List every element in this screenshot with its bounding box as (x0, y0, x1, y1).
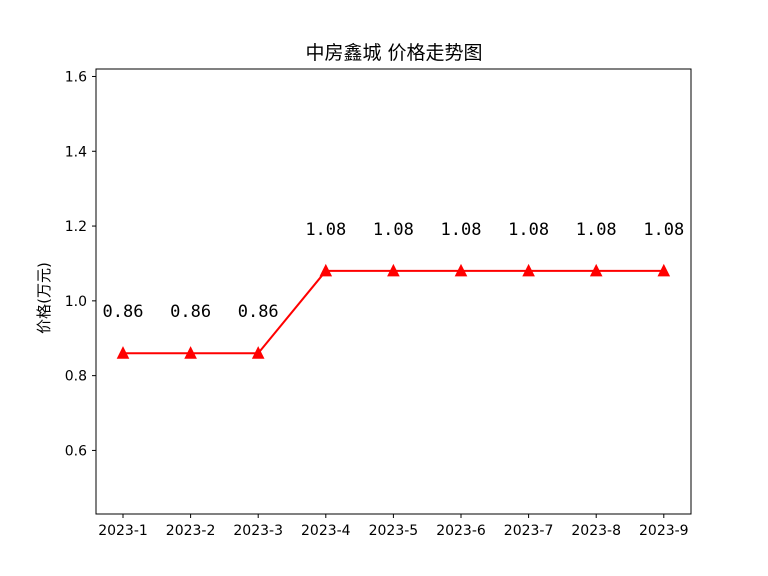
y-tick-label: 1.0 (65, 294, 87, 310)
data-label: 0.86 (238, 302, 279, 322)
data-point-marker (319, 263, 333, 277)
data-point-marker (184, 346, 197, 359)
x-tick-label: 2023-7 (504, 523, 554, 539)
y-tick-label: 0.8 (65, 369, 87, 385)
x-tick-label: 2023-9 (639, 523, 689, 539)
data-label: 1.08 (373, 220, 414, 240)
x-tick-label: 2023-4 (301, 523, 351, 539)
x-tick-label: 2023-6 (436, 523, 486, 539)
x-tick-label: 2023-5 (369, 523, 419, 539)
x-tick-label: 2023-3 (233, 523, 283, 539)
y-tick-label: 1.4 (65, 144, 87, 160)
data-label: 1.08 (305, 220, 346, 240)
data-point-marker (116, 346, 130, 359)
data-label: 0.86 (103, 302, 144, 322)
y-axis-label: 价格(万元) (35, 262, 53, 334)
data-label: 1.08 (643, 220, 684, 240)
chart-title: 中房鑫城 价格走势图 (305, 42, 482, 64)
data-label: 1.08 (508, 220, 549, 240)
data-point-marker (387, 263, 400, 277)
data-label: 1.08 (441, 220, 482, 240)
data-label: 1.08 (576, 220, 617, 240)
data-point-marker (251, 346, 265, 359)
data-point-marker (657, 263, 671, 277)
x-tick-label: 2023-8 (571, 523, 621, 539)
y-tick-label: 0.6 (65, 443, 87, 459)
data-point-marker (522, 263, 535, 277)
data-point-marker (589, 263, 603, 277)
y-tick-label: 1.2 (65, 219, 87, 235)
x-tick-label: 2023-2 (166, 523, 216, 539)
y-tick-label: 1.6 (65, 69, 87, 85)
data-label: 0.86 (170, 302, 211, 322)
plot-area: 0.6 0.8 1.0 1.2 1.4 1.6 2023-1 2023-2 2023-3 2023… (65, 68, 692, 539)
data-point-marker (454, 263, 468, 277)
x-tick-label: 2023-1 (98, 523, 148, 539)
